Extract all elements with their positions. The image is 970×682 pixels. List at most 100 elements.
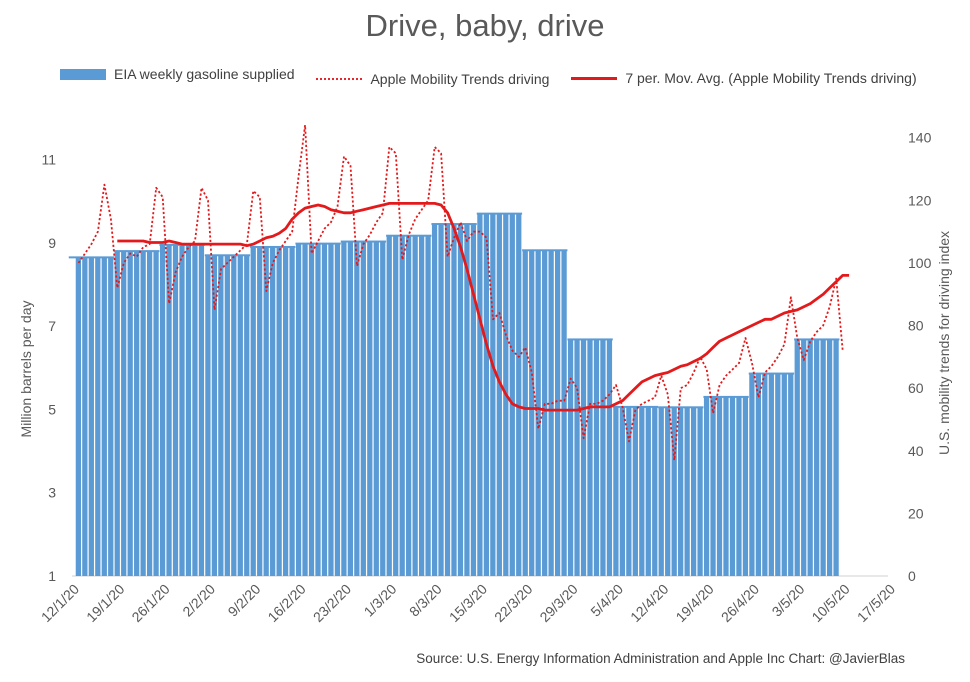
bar-day: [690, 407, 697, 576]
bar-day: [703, 396, 710, 576]
bar-day: [282, 246, 289, 576]
x-tick-label: 12/4/20: [627, 581, 671, 625]
x-tick-label: 22/3/20: [491, 581, 535, 625]
bar-week-2020-02-23: [340, 240, 387, 577]
bar-top-2020-02-23: [340, 240, 387, 243]
bar-day: [393, 235, 399, 576]
bar-top-2020-02-02: [204, 254, 251, 257]
bar-day: [302, 243, 308, 577]
bar-day: [380, 241, 386, 577]
bar-week-2020-02-16: [295, 242, 341, 577]
bar-day: [205, 255, 211, 576]
bar-day: [593, 339, 600, 576]
bar-day: [826, 339, 833, 576]
bar-day: [477, 213, 483, 576]
y2-tick-label: 100: [908, 255, 932, 271]
bar-day: [146, 251, 153, 576]
bar-day: [159, 244, 166, 576]
bar-day: [166, 244, 172, 576]
bar-day: [315, 243, 321, 577]
bar-top-2020-04-26: [748, 372, 795, 375]
bar-day: [373, 241, 379, 577]
bar-day: [613, 406, 619, 576]
bar-day: [334, 243, 341, 577]
legend-item-apple-driving: Apple Mobility Trends driving: [316, 71, 549, 87]
bar-week-2020-03-29: [567, 338, 613, 576]
bar-top-2020-03-08: [431, 223, 477, 226]
bar-top-2020-05-03: [794, 338, 840, 341]
bar-day: [444, 224, 451, 576]
x-tick-label: 29/3/20: [536, 581, 580, 625]
bar-day: [587, 339, 593, 576]
y2-axis-title: U.S. mobility trends for driving index: [936, 231, 952, 455]
bar-top-2020-03-29: [567, 338, 613, 341]
source-note: Source: U.S. Energy Information Administ…: [416, 651, 905, 666]
bar-day: [574, 339, 580, 576]
y2-tick-label: 60: [908, 380, 924, 396]
bar-day: [328, 243, 334, 577]
bar-day: [833, 339, 839, 576]
bar-week-2020-04-26: [748, 372, 795, 576]
bar-day: [762, 373, 768, 576]
bar-day: [684, 407, 690, 576]
y2-tick-label: 0: [908, 568, 916, 584]
bar-day: [781, 373, 787, 576]
bar-day: [75, 257, 82, 576]
bar-day: [645, 406, 651, 576]
bar-day: [276, 246, 282, 576]
bar-week-2020-01-12: [68, 256, 115, 576]
legend-item-gasoline: EIA weekly gasoline supplied: [60, 66, 295, 82]
y2-tick-label: 120: [908, 192, 932, 208]
bar-day: [561, 250, 567, 576]
x-tick-label: 1/3/20: [361, 581, 400, 620]
bar-day: [308, 243, 315, 577]
bar-day: [580, 339, 587, 576]
bar-day: [270, 246, 276, 576]
bar-week-2020-02-02: [204, 254, 251, 576]
bar-day: [516, 213, 522, 576]
bar-day: [749, 373, 755, 576]
bar-day: [470, 224, 477, 576]
bar-day: [406, 235, 412, 576]
bar-day: [451, 224, 457, 576]
bar-day: [794, 339, 800, 576]
legend-swatch-bar: [60, 68, 106, 80]
bar-day: [814, 339, 820, 576]
legend-label-moving-average: 7 per. Mov. Avg. (Apple Mobility Trends …: [625, 70, 917, 86]
y-tick-label: 5: [48, 401, 56, 417]
bar-day: [211, 255, 218, 576]
bar-day: [736, 396, 742, 576]
y-tick-label: 9: [48, 235, 56, 251]
bar-day: [755, 373, 762, 576]
bar-day: [496, 213, 502, 576]
y-tick-label: 3: [48, 485, 56, 501]
bar-top-2020-03-15: [476, 212, 523, 215]
bar-day: [554, 250, 561, 576]
bar-day: [600, 339, 606, 576]
bar-day: [606, 339, 613, 576]
x-tick-label: 3/5/20: [769, 581, 808, 620]
bar-week-2020-01-26: [159, 243, 205, 576]
x-tick-label: 2/2/20: [179, 581, 218, 620]
chart-title: Drive, baby, drive: [365, 8, 605, 43]
bar-top-2020-02-16: [295, 242, 341, 245]
bar-day: [121, 251, 127, 576]
bar-day: [399, 235, 405, 576]
y-tick-label: 11: [41, 151, 56, 167]
bar-day: [626, 406, 632, 576]
bar-week-2020-04-12: [658, 406, 704, 576]
bar-day: [723, 396, 729, 576]
bar-day: [114, 251, 120, 576]
bar-day: [101, 257, 107, 576]
bar-week-2020-03-15: [476, 212, 523, 576]
y2-tick-label: 40: [908, 443, 924, 459]
legend-label-gasoline: EIA weekly gasoline supplied: [114, 66, 295, 82]
bar-day: [224, 255, 230, 576]
bar-day: [425, 235, 431, 576]
bar-day: [257, 246, 263, 576]
bar-day: [490, 213, 496, 576]
x-tick-label: 12/1/20: [38, 581, 82, 625]
bar-day: [108, 257, 114, 576]
bar-top-2020-04-12: [658, 406, 704, 409]
bar-top-2020-02-09: [250, 245, 296, 248]
